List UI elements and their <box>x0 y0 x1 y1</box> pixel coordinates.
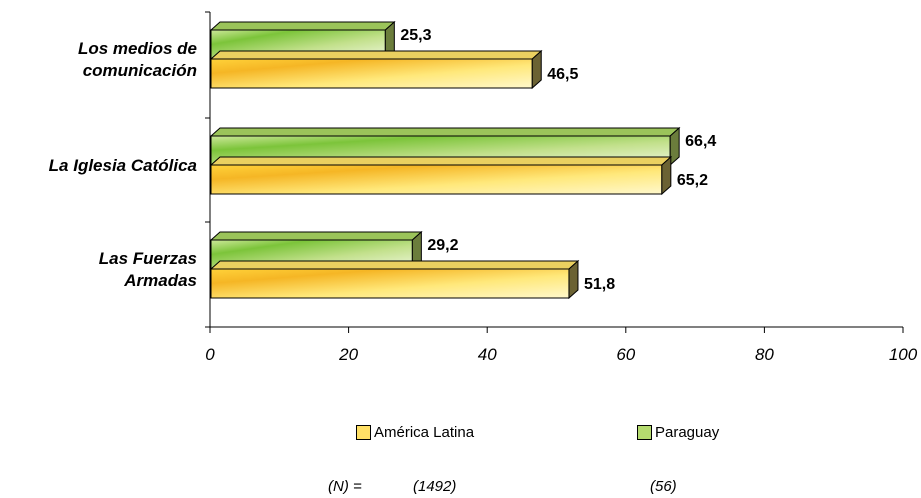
bar-top-paraguay <box>209 231 423 241</box>
x-tick-label: 60 <box>616 345 635 364</box>
chart-labels: 25,3 46,5 Los medios de comunicación 66,4 65,… <box>49 27 717 293</box>
bar-top-america-latina <box>209 156 673 166</box>
bar-america-latina <box>210 58 533 89</box>
bar-top-america-latina <box>209 260 580 270</box>
x-tick-label: 40 <box>478 345 497 364</box>
data-label-america-latina: 65,2 <box>677 172 708 189</box>
x-tick-label: 80 <box>755 345 774 364</box>
legend-item-paraguay: Paraguay <box>637 424 719 441</box>
legend-item-america-latina: América Latina <box>356 424 474 441</box>
chart-bars <box>209 20 681 300</box>
bar-top-america-latina <box>209 50 543 60</box>
bar-side-america-latina <box>568 259 579 300</box>
category-label: Armadas <box>123 271 197 290</box>
chart-axes: 0 20 40 60 80 100 <box>205 11 918 364</box>
category-label: comunicación <box>83 61 197 80</box>
bar-america-latina <box>210 164 663 195</box>
x-tick-label: 100 <box>889 345 918 364</box>
legend-label-america-latina: América Latina <box>374 424 475 441</box>
category-label: Las Fuerzas <box>99 249 197 268</box>
legend-swatch-america-latina <box>356 425 371 440</box>
data-label-paraguay: 29,2 <box>427 237 458 254</box>
data-label-america-latina: 46,5 <box>547 66 578 83</box>
x-tick-label: 0 <box>205 345 215 364</box>
data-label-paraguay: 25,3 <box>400 27 431 44</box>
legend-swatch-paraguay <box>637 425 652 440</box>
bar-side-america-latina <box>661 155 672 196</box>
x-tick-label: 20 <box>338 345 358 364</box>
category-label: Los medios de <box>78 39 197 58</box>
data-label-paraguay: 66,4 <box>685 133 716 150</box>
bar-top-paraguay <box>209 127 681 137</box>
sample-size-paraguay: (56) <box>650 478 677 495</box>
bar-side-paraguay <box>669 126 680 167</box>
category-label: La Iglesia Católica <box>49 156 197 175</box>
sample-size-label: (N) = <box>328 478 362 495</box>
sample-size-america-latina: (1492) <box>413 478 457 495</box>
data-label-america-latina: 51,8 <box>584 276 615 293</box>
bar-side-america-latina <box>531 49 542 90</box>
legend-label-paraguay: Paraguay <box>655 424 720 441</box>
bar-america-latina <box>210 268 570 299</box>
bar-top-paraguay <box>209 21 396 31</box>
